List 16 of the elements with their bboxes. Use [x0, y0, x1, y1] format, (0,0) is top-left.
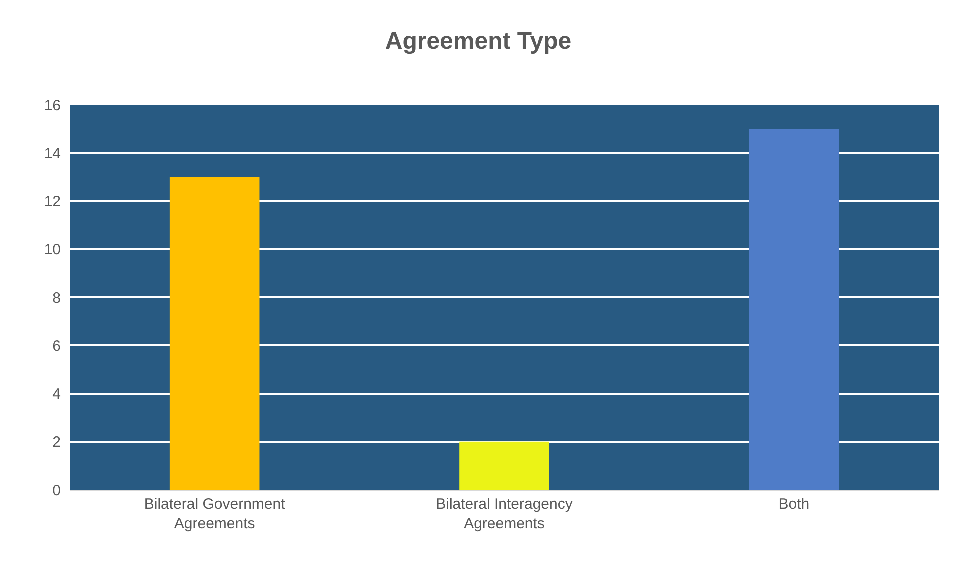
y-tick-label: 12	[44, 194, 61, 210]
y-tick-label: 16	[44, 97, 61, 114]
x-tick-label: Both	[778, 496, 810, 513]
y-tick-label: 14	[44, 145, 61, 162]
bar	[170, 177, 260, 490]
chart-title: Agreement Type	[385, 28, 572, 55]
x-tick-label: Bilateral Interagency Agreements	[436, 496, 574, 532]
y-tick-label: 8	[52, 290, 61, 307]
y-tick-label: 4	[52, 386, 61, 403]
x-tick-label: Bilateral Government Agreements	[144, 496, 286, 532]
bar	[460, 442, 550, 490]
y-tick-label: 6	[52, 338, 61, 355]
bar	[749, 129, 840, 490]
y-tick-label: 2	[52, 434, 61, 452]
y-tick-label: 0	[52, 482, 61, 500]
y-tick-label: 10	[44, 242, 61, 259]
